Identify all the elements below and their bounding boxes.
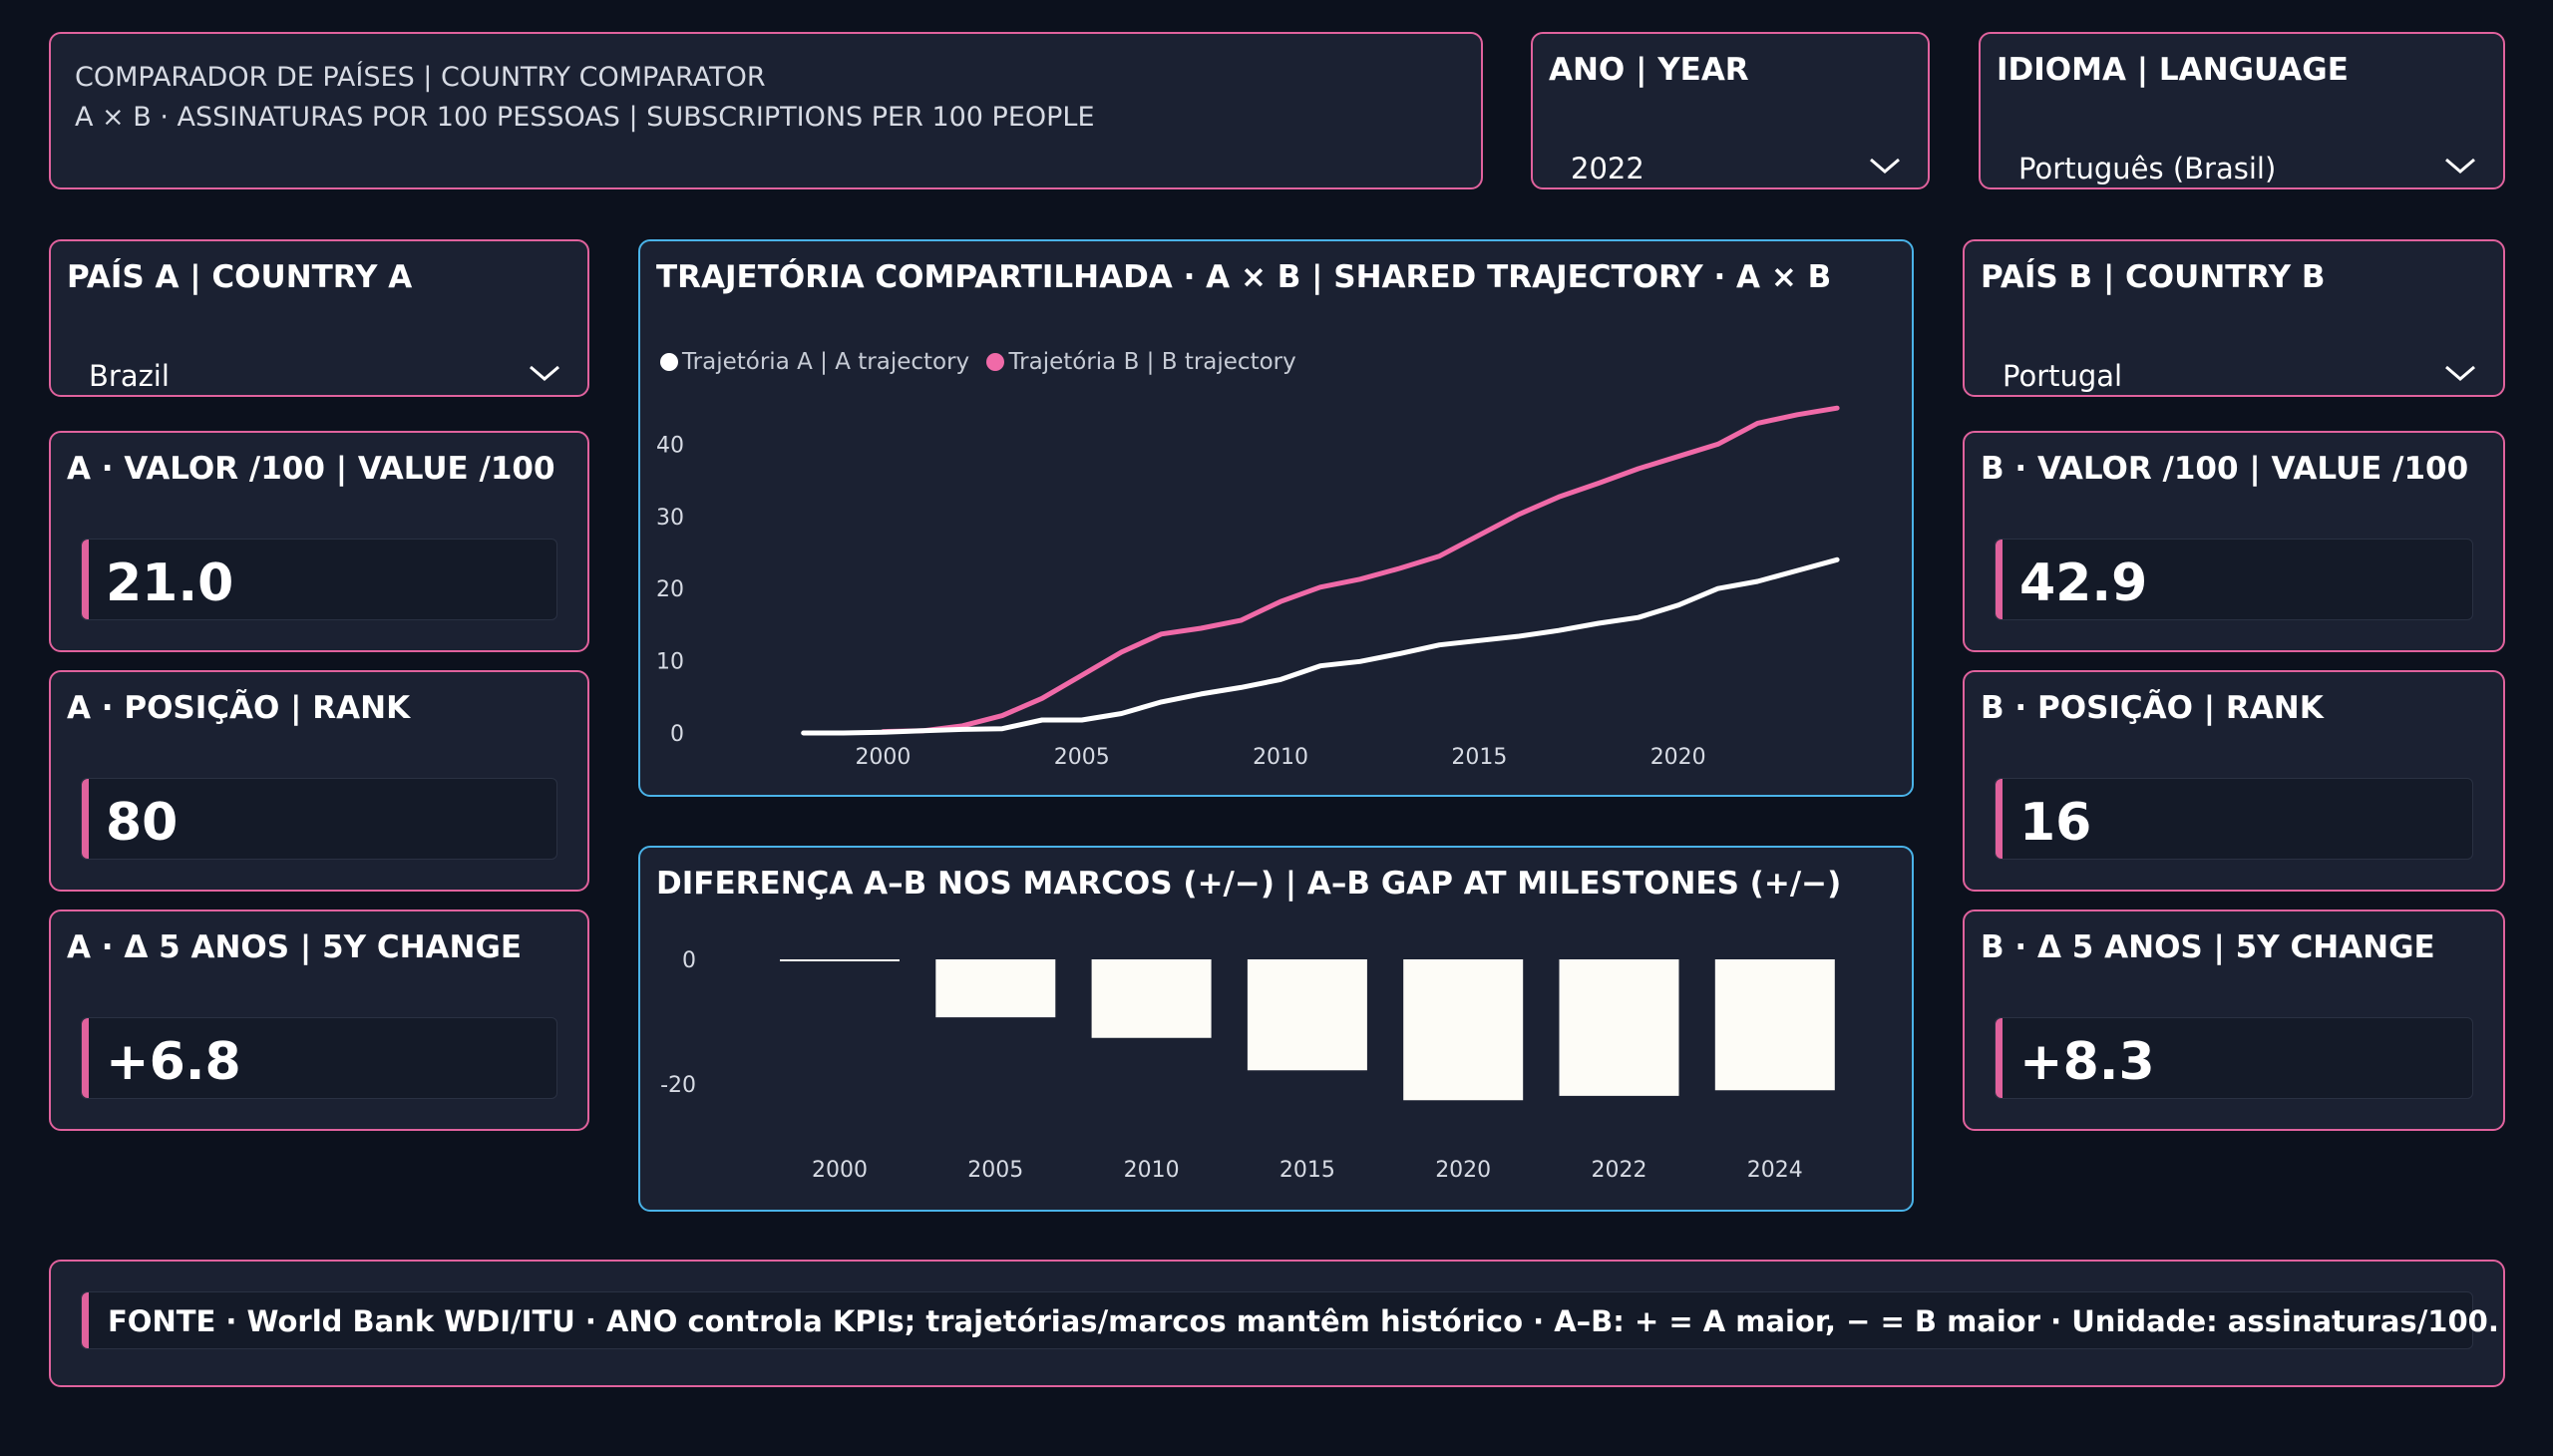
country-b-change-kpi: +8.3 [2019,1032,2155,1092]
country-a-rank-card: A · POSIÇÃO | RANK 80 [49,670,589,892]
language-filter-card: IDIOMA | LANGUAGE Português (Brasil) [1979,32,2505,189]
country-b-rank-kpi: 16 [2019,793,2092,853]
country-a-change-kpi: +6.8 [106,1032,241,1092]
footer-box: FONTE · World Bank WDI/ITU · ANO control… [81,1291,2499,1349]
header-card: COMPARADOR DE PAÍSES | COUNTRY COMPARATO… [49,32,1483,189]
country-a-dropdown[interactable]: Brazil [71,345,567,395]
gap-chart-card: DIFERENÇA A–B NOS MARCOS (+/−) | A–B GAP… [638,846,1914,1212]
chevron-down-icon [530,365,559,381]
language-dropdown[interactable]: Português (Brasil) [2001,138,2483,187]
year-dropdown[interactable]: 2022 [1553,138,1908,187]
footer-source-note: FONTE · World Bank WDI/ITU · ANO control… [108,1304,2499,1338]
legend-dot-b [986,353,1005,371]
footer-accent-bar [82,1292,89,1348]
country-a-value-title: A · VALOR /100 | VALUE /100 [67,451,555,487]
x-tick-label: 2000 [855,745,911,770]
country-b-value-kpi: 42.9 [2019,553,2148,613]
x-tick-label: 2024 [1747,1158,1803,1183]
year-filter-card: ANO | YEAR 2022 [1531,32,1930,189]
x-tick-label: 2005 [967,1158,1023,1183]
trajectory-legend: Trajetória A | A trajectory Trajetória B… [660,349,1306,379]
country-b-value-title: B · VALOR /100 | VALUE /100 [1981,451,2469,487]
y-tick-label: -20 [660,1073,696,1098]
kpi-box: 42.9 [1995,539,2473,620]
legend-item-a: Trajetória A | A trajectory [660,349,969,375]
kpi-box: 16 [1995,778,2473,860]
language-dropdown-value: Português (Brasil) [2018,152,2277,185]
gap-bar [1403,959,1524,1101]
legend-dot-a [660,353,678,371]
y-tick-label: 20 [656,577,684,602]
x-tick-label: 2010 [1124,1158,1180,1183]
kpi-accent-bar [1996,779,2003,859]
x-tick-label: 2020 [1650,745,1706,770]
legend-item-b: Trajetória B | B trajectory [986,349,1296,375]
country-a-dropdown-value: Brazil [89,359,170,393]
gap-bar [1091,959,1212,1038]
country-b-rank-title: B · POSIÇÃO | RANK [1981,690,2324,726]
y-tick-label: 0 [670,722,684,747]
gap-bar [1247,959,1367,1071]
kpi-accent-bar [1996,1018,2003,1098]
chevron-down-icon [2445,158,2475,174]
chevron-down-icon [1870,158,1900,174]
kpi-accent-bar [1996,540,2003,619]
country-a-change-card: A · Δ 5 ANOS | 5Y CHANGE +6.8 [49,910,589,1131]
series-line-a [801,556,1840,736]
kpi-box: 21.0 [81,539,557,620]
country-b-change-title: B · Δ 5 ANOS | 5Y CHANGE [1981,929,2435,965]
country-a-title: PAÍS A | COUNTRY A [67,259,413,295]
kpi-accent-bar [82,1018,89,1098]
trajectory-line-chart: 0 10 20 30 40 2000 2005 2010 2015 2020 [656,405,1840,770]
x-tick-label: 2000 [812,1158,868,1183]
language-filter-title: IDIOMA | LANGUAGE [1997,52,2349,88]
country-b-dropdown[interactable]: Portugal [1985,345,2483,395]
gap-bar [1559,959,1679,1096]
gap-bar [780,959,900,961]
x-tick-label: 2015 [1451,745,1507,770]
kpi-accent-bar [82,540,89,619]
kpi-box: +6.8 [81,1017,557,1099]
kpi-box: 80 [81,778,557,860]
y-tick-label: 0 [682,948,696,973]
gap-bar [1714,959,1835,1091]
country-a-value-kpi: 21.0 [106,553,234,613]
x-tick-label: 2020 [1435,1158,1491,1183]
country-b-value-card: B · VALOR /100 | VALUE /100 42.9 [1963,431,2505,652]
x-tick-label: 2022 [1592,1158,1647,1183]
year-dropdown-value: 2022 [1571,152,1644,185]
gap-chart-title: DIFERENÇA A–B NOS MARCOS (+/−) | A–B GAP… [656,866,1842,902]
footer-card: FONTE · World Bank WDI/ITU · ANO control… [49,1260,2505,1387]
kpi-box: +8.3 [1995,1017,2473,1099]
legend-label-a: Trajetória A | A trajectory [682,349,970,375]
country-a-value-card: A · VALOR /100 | VALUE /100 21.0 [49,431,589,652]
year-filter-title: ANO | YEAR [1549,52,1749,88]
app-title: COMPARADOR DE PAÍSES | COUNTRY COMPARATO… [75,62,766,93]
country-b-dropdown-value: Portugal [2003,359,2123,393]
gap-bar-chart: 0 -20 2000 2005 2010 2015 2020 2022 2024 [660,948,1835,1183]
y-tick-label: 40 [656,433,684,458]
trajectory-chart-card: TRAJETÓRIA COMPARTILHADA · A × B | SHARE… [638,239,1914,797]
country-b-rank-card: B · POSIÇÃO | RANK 16 [1963,670,2505,892]
country-b-card: PAÍS B | COUNTRY B Portugal [1963,239,2505,397]
country-a-rank-title: A · POSIÇÃO | RANK [67,690,411,726]
trajectory-chart-title: TRAJETÓRIA COMPARTILHADA · A × B | SHARE… [656,259,1832,295]
gap-bar [935,959,1056,1018]
x-tick-label: 2005 [1054,745,1110,770]
app-subtitle: A × B · ASSINATURAS POR 100 PESSOAS | SU… [75,102,1095,133]
legend-label-b: Trajetória B | B trajectory [1008,349,1296,375]
country-b-change-card: B · Δ 5 ANOS | 5Y CHANGE +8.3 [1963,910,2505,1131]
series-line-b [880,405,1840,735]
kpi-accent-bar [82,779,89,859]
y-tick-label: 30 [656,506,684,531]
chevron-down-icon [2445,365,2475,381]
country-b-title: PAÍS B | COUNTRY B [1981,259,2326,295]
country-a-card: PAÍS A | COUNTRY A Brazil [49,239,589,397]
x-tick-label: 2010 [1253,745,1308,770]
country-a-change-title: A · Δ 5 ANOS | 5Y CHANGE [67,929,523,965]
x-tick-label: 2015 [1279,1158,1335,1183]
country-a-rank-kpi: 80 [106,793,179,853]
y-tick-label: 10 [656,650,684,675]
